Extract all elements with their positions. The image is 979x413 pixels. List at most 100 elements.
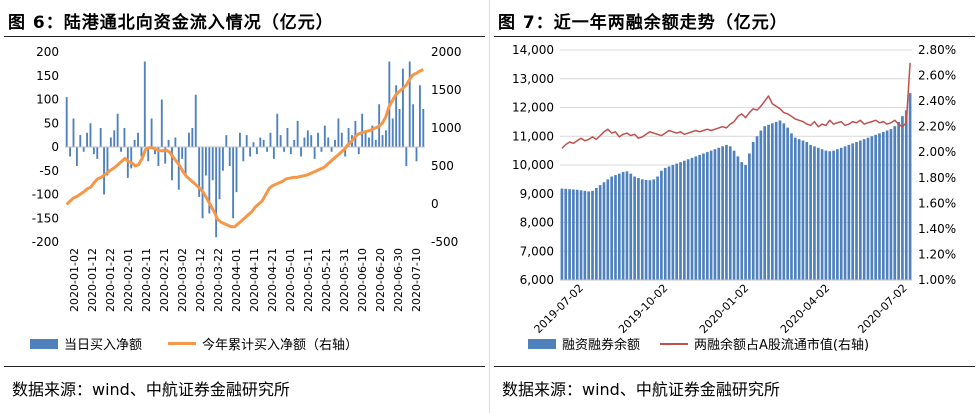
bar bbox=[116, 113, 119, 147]
bar bbox=[790, 133, 793, 280]
bar bbox=[398, 109, 401, 147]
legend-swatch-line bbox=[168, 342, 197, 345]
bar bbox=[293, 139, 296, 147]
bar bbox=[824, 150, 828, 280]
bar bbox=[690, 157, 694, 280]
bar bbox=[69, 147, 72, 157]
bar bbox=[782, 123, 786, 280]
bar bbox=[130, 147, 133, 169]
bar bbox=[751, 142, 755, 280]
bar bbox=[99, 128, 102, 147]
bar bbox=[140, 147, 143, 157]
bar bbox=[86, 132, 89, 147]
bar bbox=[296, 120, 299, 147]
bar bbox=[675, 163, 679, 280]
bar bbox=[671, 165, 675, 280]
bar bbox=[591, 190, 594, 280]
bar bbox=[323, 125, 326, 147]
legend-swatch-bar bbox=[528, 338, 556, 349]
bar bbox=[595, 188, 598, 280]
y-tick-label: 6,000 bbox=[520, 273, 554, 287]
bar bbox=[897, 121, 900, 280]
bar bbox=[401, 68, 404, 147]
bar bbox=[575, 189, 579, 280]
bar bbox=[215, 147, 218, 238]
bar bbox=[422, 109, 425, 147]
chart-panel-margin: 图 7：近一年两融余额走势（亿元） 6,000 7,000 8,000 9,000 10… bbox=[490, 0, 979, 413]
x-tick-label: 2020-05-01 bbox=[284, 248, 297, 312]
x-tick-label: 2020-03-02 bbox=[176, 248, 189, 312]
source-note: 数据来源：wind、中航证券金融研究所 bbox=[502, 380, 780, 399]
bar bbox=[171, 147, 173, 181]
bar bbox=[184, 147, 187, 176]
title-rule bbox=[4, 36, 485, 37]
bar bbox=[889, 129, 893, 280]
y2-tick-label: 2.80% bbox=[918, 43, 956, 57]
bar bbox=[644, 179, 648, 280]
bar bbox=[418, 85, 421, 147]
bar bbox=[177, 147, 180, 190]
x-tick-label: 2019-10-02 bbox=[616, 282, 670, 336]
chart-panel-northbound: 图 6：陆港通北向资金流入情况（亿元） -200 -150 -100 -50 0 50 10… bbox=[0, 0, 489, 413]
x-tick-label: 2020-01-22 bbox=[104, 248, 117, 312]
bar bbox=[174, 137, 177, 147]
bar bbox=[660, 170, 663, 280]
y2-tick-label: 1500 bbox=[431, 83, 462, 97]
x-tick-label: 2020-06-10 bbox=[356, 248, 369, 312]
y-tick-label: 11,000 bbox=[512, 129, 554, 143]
bar bbox=[564, 188, 568, 280]
bar bbox=[337, 118, 340, 147]
bar bbox=[75, 147, 78, 166]
bar bbox=[648, 180, 652, 280]
y2-tick-label: 2000 bbox=[431, 45, 462, 59]
bar bbox=[633, 176, 636, 280]
x-tick-label: 2020-07-10 bbox=[410, 248, 423, 312]
bar bbox=[572, 189, 575, 280]
source-rule bbox=[494, 366, 975, 367]
bar bbox=[344, 147, 347, 157]
bar bbox=[408, 61, 411, 147]
bar bbox=[805, 142, 809, 280]
bar bbox=[793, 137, 797, 280]
bar bbox=[843, 146, 847, 280]
x-tick-label: 2020-05-11 bbox=[302, 248, 315, 312]
bar bbox=[303, 137, 306, 147]
bar bbox=[786, 127, 789, 280]
legend-label-balance: 融资融券余额 bbox=[562, 338, 641, 353]
y-tick-label: 8,000 bbox=[520, 216, 554, 230]
bar bbox=[415, 147, 418, 162]
bar bbox=[340, 132, 343, 147]
bar bbox=[225, 135, 228, 147]
x-tick-label: 2020-01-02 bbox=[697, 282, 751, 336]
bar bbox=[610, 176, 613, 280]
bar bbox=[92, 147, 95, 155]
legend-label-daily: 当日买入净额 bbox=[64, 338, 143, 353]
bar bbox=[194, 94, 197, 147]
bar bbox=[96, 147, 99, 159]
bar bbox=[901, 116, 904, 280]
x-tick-label: 2020-03-22 bbox=[212, 248, 225, 312]
bar bbox=[820, 149, 824, 280]
x-tick-label: 2020-04-11 bbox=[248, 248, 261, 312]
bar bbox=[560, 188, 564, 280]
bar bbox=[878, 133, 881, 280]
bar bbox=[683, 160, 686, 280]
bar bbox=[621, 171, 625, 280]
bar bbox=[874, 134, 877, 280]
y2-tick-label: 2.20% bbox=[918, 120, 956, 134]
bar bbox=[748, 153, 751, 280]
bar bbox=[354, 120, 357, 147]
margin-chart-svg: 6,000 7,000 8,000 9,000 10,000 11,000 12,000 13… bbox=[512, 43, 956, 336]
bar bbox=[637, 177, 640, 280]
y-tick-label: -200 bbox=[32, 235, 59, 249]
northbound-chart-svg: -200-150-100-50050100150200-500050010001… bbox=[32, 45, 462, 312]
bar bbox=[767, 124, 770, 280]
bar bbox=[242, 147, 245, 162]
bar bbox=[778, 120, 782, 280]
bar bbox=[736, 156, 740, 280]
bar bbox=[881, 131, 885, 280]
bar bbox=[167, 139, 170, 147]
bar bbox=[82, 147, 85, 152]
bar bbox=[262, 139, 265, 147]
y-tick-label: -100 bbox=[32, 188, 59, 202]
